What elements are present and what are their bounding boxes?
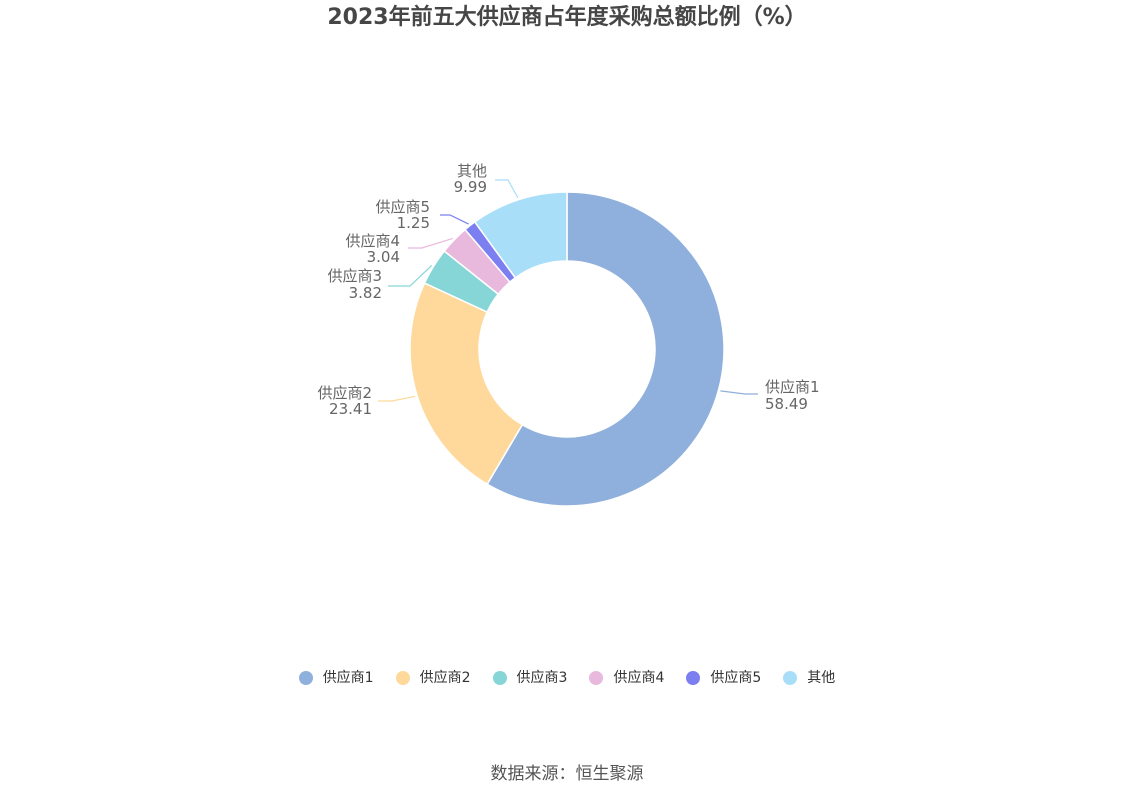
label-line-1 [720,390,758,395]
legend-marker-icon [298,671,313,685]
chart-title: 2023年前五大供应商占年度采购总额比例（%） [327,5,807,30]
label-line-2 [378,395,416,402]
legend-marker-icon [589,671,604,685]
legend-label: 供应商5 [710,670,762,686]
data-source: 数据来源：恒生聚源 [490,764,644,784]
legend-label: 供应商2 [419,670,471,686]
slice-name-label-6: 其他 [457,162,487,180]
legend-item-3[interactable]: 供应商3 [492,668,568,688]
legend-item-1[interactable]: 供应商1 [298,668,374,688]
label-line-5 [440,214,469,225]
slice-value-label-5: 1.25 [397,214,430,232]
slice-name-label-4: 供应商4 [345,232,400,250]
legend-item-2[interactable]: 供应商2 [395,668,471,688]
slice-name-label-5: 供应商5 [375,198,430,216]
slice-name-label-2: 供应商2 [317,384,372,402]
legend-item-5[interactable]: 供应商5 [686,668,761,688]
label-line-6 [495,179,519,199]
label-line-3 [388,264,433,287]
pie-slice-2[interactable] [409,282,524,486]
slice-value-label-6: 9.99 [454,178,487,196]
chart-legend: 供应商1 供应商2 供应商3 供应商4 供应商5 其他 [0,668,1134,688]
slice-name-label-1: 供应商1 [765,378,820,396]
legend-label: 供应商4 [613,670,665,686]
slice-value-label-2: 23.41 [329,400,372,418]
label-line-4 [408,237,453,249]
slice-value-label-1: 58.49 [765,395,808,413]
pie-slice-1[interactable] [486,191,725,507]
legend-marker-icon [492,671,507,685]
legend-marker-icon [686,671,701,685]
slice-value-label-4: 3.04 [367,248,400,266]
legend-item-6[interactable]: 其他 [783,668,835,688]
slice-value-label-3: 3.82 [349,284,382,302]
legend-label: 供应商3 [516,670,568,686]
legend-marker-icon [783,671,798,685]
legend-label: 其他 [807,670,836,686]
legend-label: 供应商1 [322,670,374,686]
legend-marker-icon [395,671,410,685]
legend-item-4[interactable]: 供应商4 [589,668,664,688]
pie-slice-6[interactable] [473,191,568,279]
slice-name-label-3: 供应商3 [327,267,382,285]
